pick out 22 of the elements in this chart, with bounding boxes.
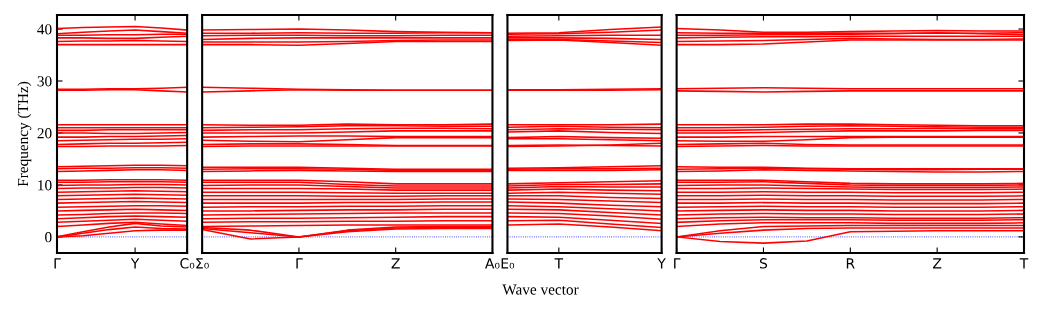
x-tick-label: Σ₀ bbox=[196, 258, 209, 269]
x-tick-label: Γ bbox=[674, 258, 681, 269]
y-tick-label: 0 bbox=[45, 232, 52, 243]
x-tick-label: Γ bbox=[54, 258, 61, 269]
x-tick-label: Y bbox=[130, 258, 140, 269]
y-tick-label: 20 bbox=[37, 128, 52, 139]
x-tick-label: S bbox=[759, 258, 768, 269]
y-tick-label: 40 bbox=[37, 24, 52, 35]
x-tick-label: Z bbox=[391, 258, 400, 269]
x-tick-label: E₀ bbox=[501, 258, 515, 269]
x-tick-label: T bbox=[554, 258, 564, 269]
x-tick-label: Γ bbox=[296, 258, 303, 269]
x-tick-label: A₀ bbox=[485, 258, 500, 269]
y-tick-label: 30 bbox=[37, 76, 52, 87]
x-axis-title: Wave vector bbox=[502, 284, 579, 295]
x-tick-label: R bbox=[846, 258, 855, 269]
x-tick-label: Y bbox=[657, 258, 666, 269]
x-tick-label: C₀ bbox=[180, 258, 195, 269]
y-axis-title: Frequency (THz) bbox=[17, 81, 32, 187]
x-tick-label: Z bbox=[933, 258, 942, 269]
x-tick-label: T bbox=[1019, 258, 1029, 269]
y-tick-label: 10 bbox=[38, 180, 52, 191]
